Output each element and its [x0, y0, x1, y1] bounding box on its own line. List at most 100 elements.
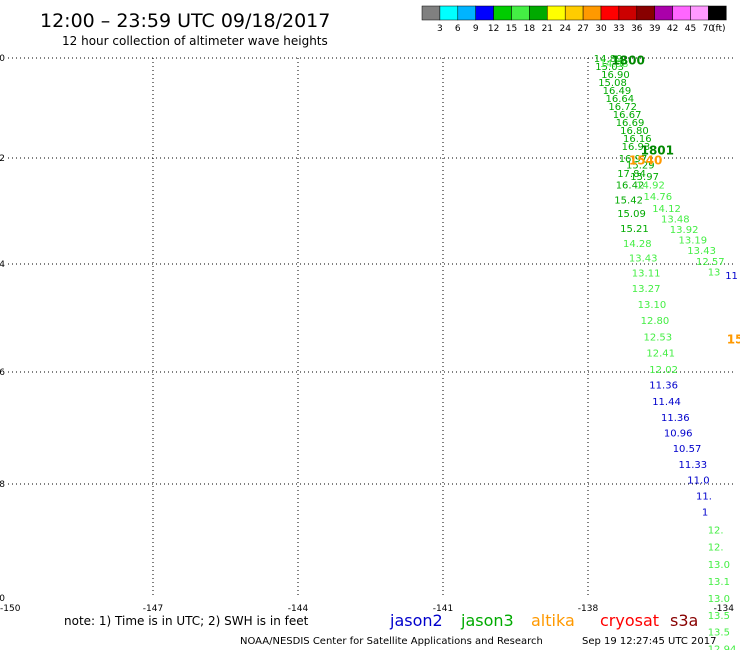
wave-height-label: 14.89 — [594, 54, 623, 65]
footer-credit: NOAA/NESDIS Center for Satellite Applica… — [240, 636, 543, 647]
wave-height-label: 14.28 — [623, 239, 652, 250]
footer-timestamp: Sep 19 12:27:45 UTC 2017 — [582, 636, 716, 647]
mission-cryosat: cryosat — [600, 611, 659, 630]
wave-height-label: 15.29 — [626, 160, 655, 171]
wave-height-label: 10.57 — [673, 444, 702, 455]
colorbar-swatch — [439, 5, 459, 21]
colorbar-swatch — [493, 5, 512, 21]
wave-height-label: 13.19 — [679, 236, 708, 247]
data-points: 14.8915.0316.9015.0816.4916.6416.7216.67… — [594, 54, 738, 650]
colorbar-swatch — [600, 5, 620, 21]
wave-height-label: 14.92 — [636, 181, 665, 192]
colorbar-label: 33 — [613, 24, 624, 34]
colorbar-label: 15 — [506, 24, 517, 34]
colorbar-swatch — [511, 5, 530, 21]
colorbar-unit: (ft) — [712, 24, 726, 34]
x-tick-label: -150 — [0, 604, 21, 614]
wave-height-label: 13.43 — [629, 254, 658, 265]
colorbar: 3 6 9 12 15 18 21 24 27 30 33 36 39 42 45 70 — [421, 5, 727, 34]
wave-height-label: 16.67 — [613, 110, 642, 121]
wave-height-label: 12. — [708, 526, 724, 537]
y-axis-ticks: -40 -42 -44 -46 -48 -50 — [0, 54, 5, 604]
mission-jason2: jason2 — [389, 611, 443, 630]
wave-height-label: 13.1 — [708, 577, 730, 588]
wave-height-label: 16.80 — [620, 126, 649, 137]
wave-height-label: 16.42 — [616, 181, 645, 192]
wave-height-label: 12.57 — [696, 257, 725, 268]
wave-height-label: 10.96 — [664, 429, 693, 440]
wave-height-label: 11. — [696, 491, 712, 502]
wave-height-label: 15.42 — [614, 195, 643, 206]
legend-note: note: 1) Time is in UTC; 2) SWH is in fe… — [64, 614, 309, 628]
wave-height-label: 13.11 — [632, 269, 661, 280]
colorbar-label: 9 — [473, 24, 479, 34]
y-tick-label: -42 — [0, 154, 5, 164]
wave-height-label: 13.48 — [661, 214, 690, 225]
wave-height-label: 11.44 — [652, 397, 681, 408]
colorbar-swatch — [475, 5, 494, 21]
x-tick-label: -138 — [578, 604, 599, 614]
wave-height-label: 12.53 — [644, 332, 673, 343]
wave-height-label: 12. — [708, 543, 724, 554]
colorbar-label: 36 — [631, 24, 643, 34]
colorbar-swatch — [564, 5, 584, 21]
colorbar-label: 45 — [685, 24, 696, 34]
y-tick-label: -44 — [0, 260, 5, 270]
hour-label: 1800 — [611, 54, 644, 68]
hour-label: 1540 — [629, 154, 662, 168]
wave-height-label: 13.43 — [687, 246, 716, 257]
wave-height-label: 16.93 — [622, 142, 651, 153]
chart-subtitle: 12 hour collection of altimeter wave hei… — [62, 34, 328, 48]
wave-height-label: 13.27 — [632, 284, 661, 295]
wave-height-label: 11 — [725, 271, 738, 282]
colorbar-label: 3 — [437, 24, 443, 34]
colorbar-label: 6 — [455, 24, 461, 34]
wave-height-label: 15.08 — [598, 78, 627, 89]
colorbar-label: 21 — [542, 24, 553, 34]
wave-height-label: 15.21 — [620, 224, 649, 235]
wave-height-label: 11.36 — [661, 413, 690, 424]
colorbar-swatch — [547, 5, 566, 21]
wave-height-label: 15.97 — [630, 172, 659, 183]
wave-height-label: 17.84 — [617, 169, 646, 180]
wave-height-label: 15.09 — [617, 209, 646, 220]
wave-height-label: 11.36 — [649, 380, 678, 391]
mission-jason3: jason3 — [460, 611, 514, 630]
colorbar-label: 70 — [703, 24, 715, 34]
colorbar-swatch — [636, 5, 655, 21]
colorbar-label: 30 — [595, 24, 607, 34]
wave-height-label: 16.16 — [623, 134, 652, 145]
wave-height-label: 12.41 — [646, 349, 675, 360]
wave-height-label: 14.98 — [600, 59, 629, 70]
wave-height-label: 13.0 — [708, 560, 730, 571]
colorbar-label: 12 — [488, 24, 499, 34]
colorbar-label: 27 — [577, 24, 588, 34]
wave-height-label: 11.33 — [679, 460, 708, 471]
colorbar-label: 18 — [524, 24, 536, 34]
y-tick-label: -40 — [0, 54, 5, 64]
wave-height-label: 12.94 — [708, 644, 737, 650]
wave-height-label: 12.80 — [641, 316, 670, 327]
wave-height-label: 16.72 — [608, 102, 637, 113]
chart-title: 12:00 – 23:59 UTC 09/18/2017 — [40, 10, 330, 32]
x-tick-label: -144 — [288, 604, 309, 614]
colorbar-swatch — [654, 5, 673, 21]
wave-height-label: 11.0 — [687, 476, 709, 487]
wave-height-label: 13.10 — [638, 300, 667, 311]
colorbar-label: 42 — [667, 24, 678, 34]
y-tick-label: -46 — [0, 368, 5, 378]
wave-height-label: 14.76 — [644, 192, 673, 203]
wave-height-label: 13.92 — [670, 225, 699, 236]
mission-altika: altika — [531, 611, 575, 630]
y-tick-label: -48 — [0, 480, 5, 490]
x-tick-label: -147 — [143, 604, 163, 614]
y-tick-label: -50 — [0, 594, 5, 604]
wave-height-label: 13.0 — [708, 594, 730, 605]
hour-label: 15 — [727, 333, 740, 347]
wave-height-label: 13.5 — [708, 611, 730, 622]
colorbar-swatch — [421, 5, 441, 21]
colorbar-swatch — [708, 5, 727, 21]
colorbar-label: 39 — [649, 24, 661, 34]
